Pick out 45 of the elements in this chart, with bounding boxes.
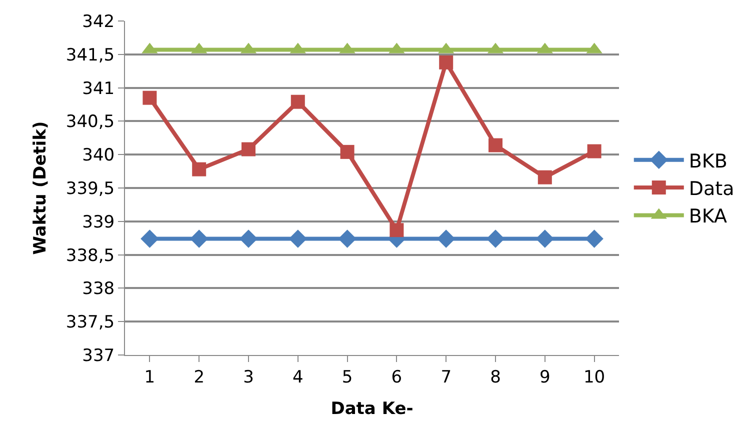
x-tick-label: 6 xyxy=(391,367,402,388)
point xyxy=(439,55,454,70)
point xyxy=(587,144,602,158)
point xyxy=(536,230,554,248)
x-axis-title: Data Ke- xyxy=(330,398,414,419)
x-tick-label: 10 xyxy=(583,367,606,388)
legend-label: BKB xyxy=(688,150,728,172)
point xyxy=(390,223,404,238)
x-tick-label: 7 xyxy=(440,367,452,388)
x-tick-label: 8 xyxy=(490,367,501,388)
point xyxy=(192,162,206,176)
y-tick-label: 341 xyxy=(82,78,115,99)
y-tick-label: 338,5 xyxy=(66,246,115,266)
point xyxy=(242,142,256,156)
y-tick-label: 339 xyxy=(82,212,115,232)
point xyxy=(239,230,258,248)
point xyxy=(585,230,604,248)
x-tick-label: 1 xyxy=(144,367,156,388)
point xyxy=(290,94,305,109)
point xyxy=(190,230,208,248)
y-tick-label: 340 xyxy=(82,146,115,166)
y-tick-label: 337 xyxy=(82,346,115,366)
x-tick-label: 2 xyxy=(194,367,205,388)
point xyxy=(437,230,456,248)
y-tick-label: 341,5 xyxy=(66,45,115,66)
x-tick-label: 4 xyxy=(292,367,304,388)
point xyxy=(538,170,552,184)
y-axis-title: Waktu (Detik) xyxy=(30,121,50,255)
legend-label: BKA xyxy=(688,206,728,228)
y-tick-label: 340,5 xyxy=(66,112,115,132)
legend-label: Data xyxy=(688,178,734,200)
y-tick-label: 342 xyxy=(82,12,115,32)
point xyxy=(340,144,354,159)
point xyxy=(338,230,356,248)
point xyxy=(140,230,159,248)
point xyxy=(288,230,307,248)
point xyxy=(142,90,157,105)
point xyxy=(486,230,505,248)
y-tick-label: 339,5 xyxy=(66,178,115,199)
point xyxy=(488,138,502,152)
x-tick-label: 9 xyxy=(539,367,550,388)
x-tick-label: 3 xyxy=(243,367,254,388)
y-tick-label: 338 xyxy=(82,279,115,300)
x-tick-label: 5 xyxy=(342,367,353,388)
y-tick-label: 337,5 xyxy=(66,312,115,333)
